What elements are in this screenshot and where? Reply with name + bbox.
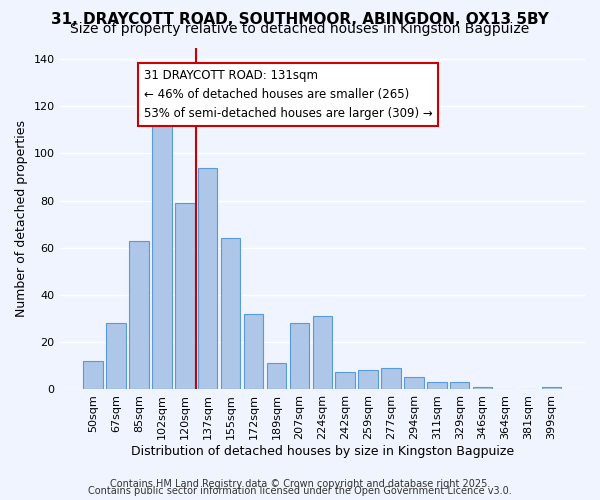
Bar	[427, 382, 446, 389]
Bar	[358, 370, 378, 389]
Bar	[542, 386, 561, 389]
Bar	[335, 372, 355, 389]
Bar	[221, 238, 241, 389]
Bar	[198, 168, 217, 389]
Bar	[450, 382, 469, 389]
Text: 31 DRAYCOTT ROAD: 131sqm
← 46% of detached houses are smaller (265)
53% of semi-: 31 DRAYCOTT ROAD: 131sqm ← 46% of detach…	[143, 68, 433, 120]
Bar	[129, 240, 149, 389]
Text: Contains public sector information licensed under the Open Government Licence v3: Contains public sector information licen…	[88, 486, 512, 496]
Bar	[175, 203, 194, 389]
Bar	[313, 316, 332, 389]
Text: Size of property relative to detached houses in Kingston Bagpuize: Size of property relative to detached ho…	[70, 22, 530, 36]
Bar	[267, 363, 286, 389]
Bar	[290, 323, 309, 389]
Text: 31, DRAYCOTT ROAD, SOUTHMOOR, ABINGDON, OX13 5BY: 31, DRAYCOTT ROAD, SOUTHMOOR, ABINGDON, …	[51, 12, 549, 28]
Bar	[152, 123, 172, 389]
Y-axis label: Number of detached properties: Number of detached properties	[15, 120, 28, 316]
Bar	[404, 377, 424, 389]
Bar	[106, 323, 126, 389]
Bar	[244, 314, 263, 389]
Bar	[473, 386, 493, 389]
Bar	[83, 360, 103, 389]
Text: Contains HM Land Registry data © Crown copyright and database right 2025.: Contains HM Land Registry data © Crown c…	[110, 479, 490, 489]
X-axis label: Distribution of detached houses by size in Kingston Bagpuize: Distribution of detached houses by size …	[131, 444, 514, 458]
Bar	[381, 368, 401, 389]
